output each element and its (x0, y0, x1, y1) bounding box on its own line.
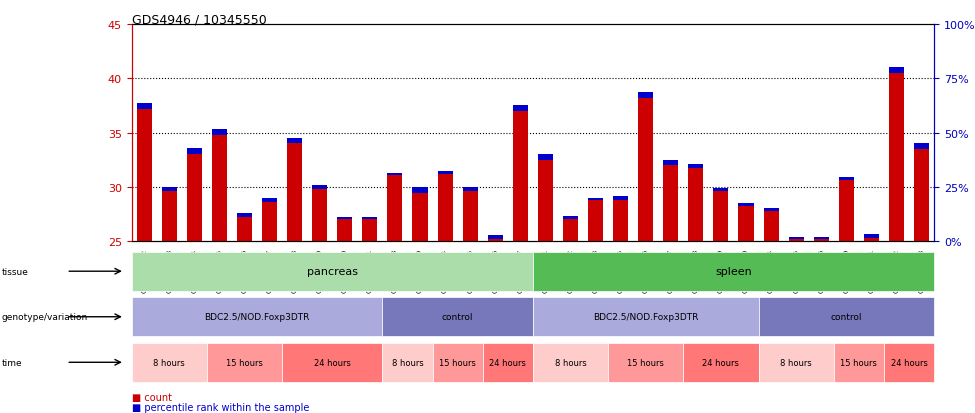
Bar (412, 188, 427, 194)
Bar (814, 240, 829, 242)
Bar (513, 106, 527, 112)
Text: genotype/variation: genotype/variation (2, 313, 88, 321)
Bar (588, 200, 604, 242)
Bar (237, 218, 252, 242)
Text: 8 hours: 8 hours (153, 358, 185, 367)
Bar (136, 103, 152, 109)
Bar (763, 211, 779, 242)
Text: 15 hours: 15 hours (439, 358, 476, 367)
Text: 24 hours: 24 hours (890, 358, 927, 367)
Text: 8 hours: 8 hours (392, 358, 423, 367)
Text: time: time (2, 358, 22, 367)
Bar (914, 143, 929, 150)
Bar (162, 192, 176, 242)
Bar (864, 235, 878, 238)
Bar (337, 218, 352, 220)
Bar (262, 198, 277, 203)
Text: tissue: tissue (2, 267, 29, 276)
Bar (538, 160, 553, 242)
Text: 24 hours: 24 hours (314, 358, 351, 367)
Text: 24 hours: 24 hours (489, 358, 526, 367)
Bar (287, 144, 302, 242)
Bar (714, 192, 728, 242)
Bar (212, 135, 227, 242)
Text: pancreas: pancreas (307, 266, 358, 277)
Bar (187, 155, 202, 242)
Bar (488, 236, 503, 240)
Bar (588, 198, 604, 200)
Bar (412, 194, 427, 242)
Bar (714, 189, 728, 192)
Bar (688, 165, 703, 169)
Bar (789, 240, 803, 242)
Bar (462, 192, 478, 242)
Bar (387, 176, 403, 242)
Bar (563, 216, 578, 220)
Bar (889, 74, 904, 242)
Bar (914, 150, 929, 242)
Bar (538, 154, 553, 160)
Text: 8 hours: 8 hours (780, 358, 812, 367)
Bar (237, 214, 252, 218)
Text: BDC2.5/NOD.Foxp3DTR: BDC2.5/NOD.Foxp3DTR (205, 313, 310, 321)
Bar (312, 185, 328, 190)
Bar (814, 237, 829, 240)
Bar (563, 220, 578, 242)
Text: BDC2.5/NOD.Foxp3DTR: BDC2.5/NOD.Foxp3DTR (593, 313, 698, 321)
Bar (262, 202, 277, 242)
Bar (363, 220, 377, 242)
Text: ■ percentile rank within the sample: ■ percentile rank within the sample (132, 402, 309, 412)
Bar (438, 174, 452, 242)
Bar (513, 112, 527, 242)
Text: 15 hours: 15 hours (627, 358, 664, 367)
Text: ■ count: ■ count (132, 392, 172, 402)
Text: 8 hours: 8 hours (555, 358, 586, 367)
Text: 24 hours: 24 hours (702, 358, 739, 367)
Text: GDS4946 / 10345550: GDS4946 / 10345550 (132, 13, 266, 26)
Bar (363, 218, 377, 220)
Bar (438, 172, 452, 174)
Bar (738, 207, 754, 242)
Bar (187, 149, 202, 155)
Bar (462, 188, 478, 192)
Text: spleen: spleen (715, 266, 752, 277)
Bar (639, 93, 653, 98)
Bar (639, 98, 653, 242)
Bar (387, 174, 403, 176)
Bar (864, 238, 878, 242)
Bar (838, 181, 854, 242)
Bar (488, 240, 503, 242)
Bar (889, 68, 904, 74)
Bar (312, 190, 328, 242)
Text: control: control (442, 313, 473, 321)
Bar (337, 220, 352, 242)
Bar (212, 129, 227, 135)
Bar (663, 166, 679, 242)
Bar (162, 188, 176, 192)
Bar (663, 160, 679, 166)
Bar (613, 200, 628, 242)
Text: 15 hours: 15 hours (226, 358, 263, 367)
Bar (136, 109, 152, 242)
Bar (688, 169, 703, 242)
Bar (838, 177, 854, 181)
Text: control: control (831, 313, 862, 321)
Text: 15 hours: 15 hours (840, 358, 878, 367)
Bar (287, 139, 302, 144)
Bar (738, 204, 754, 207)
Bar (763, 208, 779, 211)
Bar (789, 237, 803, 240)
Bar (613, 197, 628, 200)
